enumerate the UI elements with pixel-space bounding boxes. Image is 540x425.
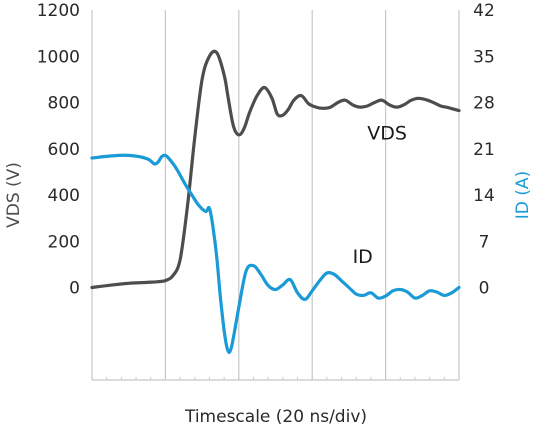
right-y-tick-label: 14 [473,186,495,206]
left-y-tick-label: 400 [48,186,80,206]
right-y-tick-label: 42 [473,1,495,21]
right-y-tick-label: 28 [473,94,495,114]
left-y-tick-label: 800 [48,94,80,114]
vds-series-line [90,49,461,290]
right-y-axis-ticks: 0 7 14 21 28 35 42 [473,1,495,299]
id-series-line [90,153,461,354]
id-annotation: ID [353,246,373,268]
grid-lines [91,10,460,380]
left-y-axis-ticks: 0 200 400 600 800 1000 1200 [37,1,80,299]
left-y-tick-label: 1000 [37,47,80,67]
left-y-axis-title: VDS (V) [4,162,24,228]
left-y-tick-label: 0 [69,279,80,299]
right-y-tick-label: 35 [473,47,495,67]
left-y-tick-label: 1200 [37,1,80,21]
x-axis-title: Timescale (20 ns/div) [184,407,367,425]
right-y-tick-label: 7 [479,232,490,252]
vds-annotation: VDS [367,123,407,145]
left-y-tick-label: 600 [48,140,80,160]
right-y-tick-label: 0 [479,279,490,299]
right-y-tick-label: 21 [473,140,495,160]
right-y-axis-title: ID (A) [513,171,533,219]
left-y-tick-label: 200 [48,232,80,252]
series-lines [90,49,461,354]
